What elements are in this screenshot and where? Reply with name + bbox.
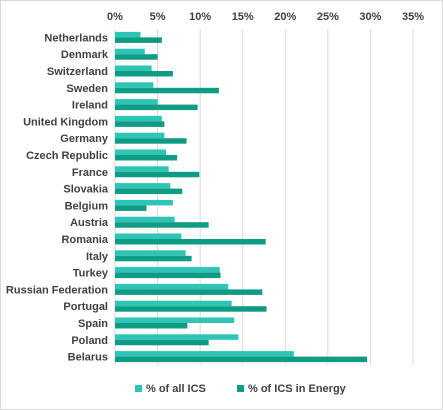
bar-ics-in-energy <box>115 272 221 279</box>
bar-ics-in-energy <box>115 205 147 211</box>
x-tick-label: 25% <box>317 11 339 23</box>
category-label: Slovakia <box>63 184 109 196</box>
legend-label: % of ICS in Energy <box>248 383 347 395</box>
bar-ics-in-energy <box>115 289 263 295</box>
category-label: Germany <box>60 133 109 145</box>
legend: % of all ICS % of ICS in Energy <box>135 383 347 395</box>
bar-ics-in-energy <box>115 255 192 262</box>
bar-ics-in-energy <box>115 87 219 94</box>
x-tick-label: 0% <box>107 11 123 23</box>
bar-ics-in-energy <box>115 155 178 161</box>
bar-ics-in-energy <box>115 356 368 363</box>
category-label: Switzerland <box>47 66 108 78</box>
bar-ics-in-energy <box>115 239 266 245</box>
bar-all-ics <box>115 300 232 307</box>
x-tick-label: 15% <box>232 11 254 23</box>
bar-ics-in-energy <box>115 138 187 144</box>
category-label: France <box>72 167 108 179</box>
bar-ics-in-energy <box>115 222 209 228</box>
x-tick-label: 35% <box>402 11 424 23</box>
bar-ics-in-energy <box>115 323 188 329</box>
bar-all-ics <box>115 199 173 206</box>
bar-ics-in-energy <box>115 104 198 111</box>
category-label: Denmark <box>61 49 109 61</box>
x-tick-label: 10% <box>189 11 211 23</box>
category-label: Czech Republic <box>26 150 108 162</box>
bar-all-ics <box>115 267 220 273</box>
category-label: United Kingdom <box>23 116 108 128</box>
category-label: Belarus <box>68 352 108 364</box>
bar-ics-in-energy <box>115 121 165 127</box>
bar-all-ics <box>115 334 239 340</box>
bar-ics-in-energy <box>115 306 267 312</box>
bar-all-ics <box>115 166 169 172</box>
gridlines <box>114 29 414 365</box>
bar-all-ics <box>115 82 154 88</box>
bar-all-ics <box>115 233 182 239</box>
bar-all-ics <box>115 48 145 55</box>
bar-ics-in-energy <box>115 188 183 195</box>
category-label: Romania <box>62 234 109 246</box>
category-label: Portugal <box>63 301 108 313</box>
x-axis-tick-labels: 0% 5% 10% 15% 20% 25% 30% 35% <box>107 11 424 23</box>
bar-all-ics <box>115 149 167 155</box>
bar-all-ics <box>115 65 152 71</box>
category-label: Poland <box>71 335 108 347</box>
bar-all-ics <box>115 317 235 323</box>
x-tick-label: 20% <box>274 11 296 23</box>
bar-all-ics <box>115 183 171 189</box>
bar-all-ics <box>115 31 141 38</box>
legend-swatch <box>135 385 142 392</box>
bars <box>115 31 368 363</box>
category-label: Italy <box>86 251 109 263</box>
bar-all-ics <box>115 99 158 105</box>
x-tick-label: 30% <box>359 11 381 23</box>
bar-all-ics <box>115 283 229 290</box>
category-label: Spain <box>78 318 108 330</box>
y-axis-category-labels: Netherlands Denmark Switzerland Sweden Irela… <box>6 32 109 363</box>
bar-ics-in-energy <box>115 71 173 77</box>
bar-all-ics <box>115 132 165 139</box>
category-label: Turkey <box>73 268 109 280</box>
bar-ics-in-energy <box>115 37 162 43</box>
bar-all-ics <box>115 216 175 223</box>
legend-label: % of all ICS <box>146 383 206 395</box>
bar-ics-in-energy <box>115 171 200 178</box>
bar-ics-in-energy <box>115 339 209 346</box>
category-label: Ireland <box>72 100 108 112</box>
bar-all-ics <box>115 250 186 256</box>
category-label: Belgium <box>65 200 109 212</box>
x-tick-label: 5% <box>150 11 166 23</box>
bar-all-ics <box>115 115 162 122</box>
legend-swatch <box>237 385 244 392</box>
category-label: Netherlands <box>44 32 108 44</box>
category-label: Austria <box>70 217 109 229</box>
category-label: Russian Federation <box>6 284 108 296</box>
bar-all-ics <box>115 351 294 357</box>
category-label: Sweden <box>66 83 108 95</box>
bar-ics-in-energy <box>115 54 158 60</box>
